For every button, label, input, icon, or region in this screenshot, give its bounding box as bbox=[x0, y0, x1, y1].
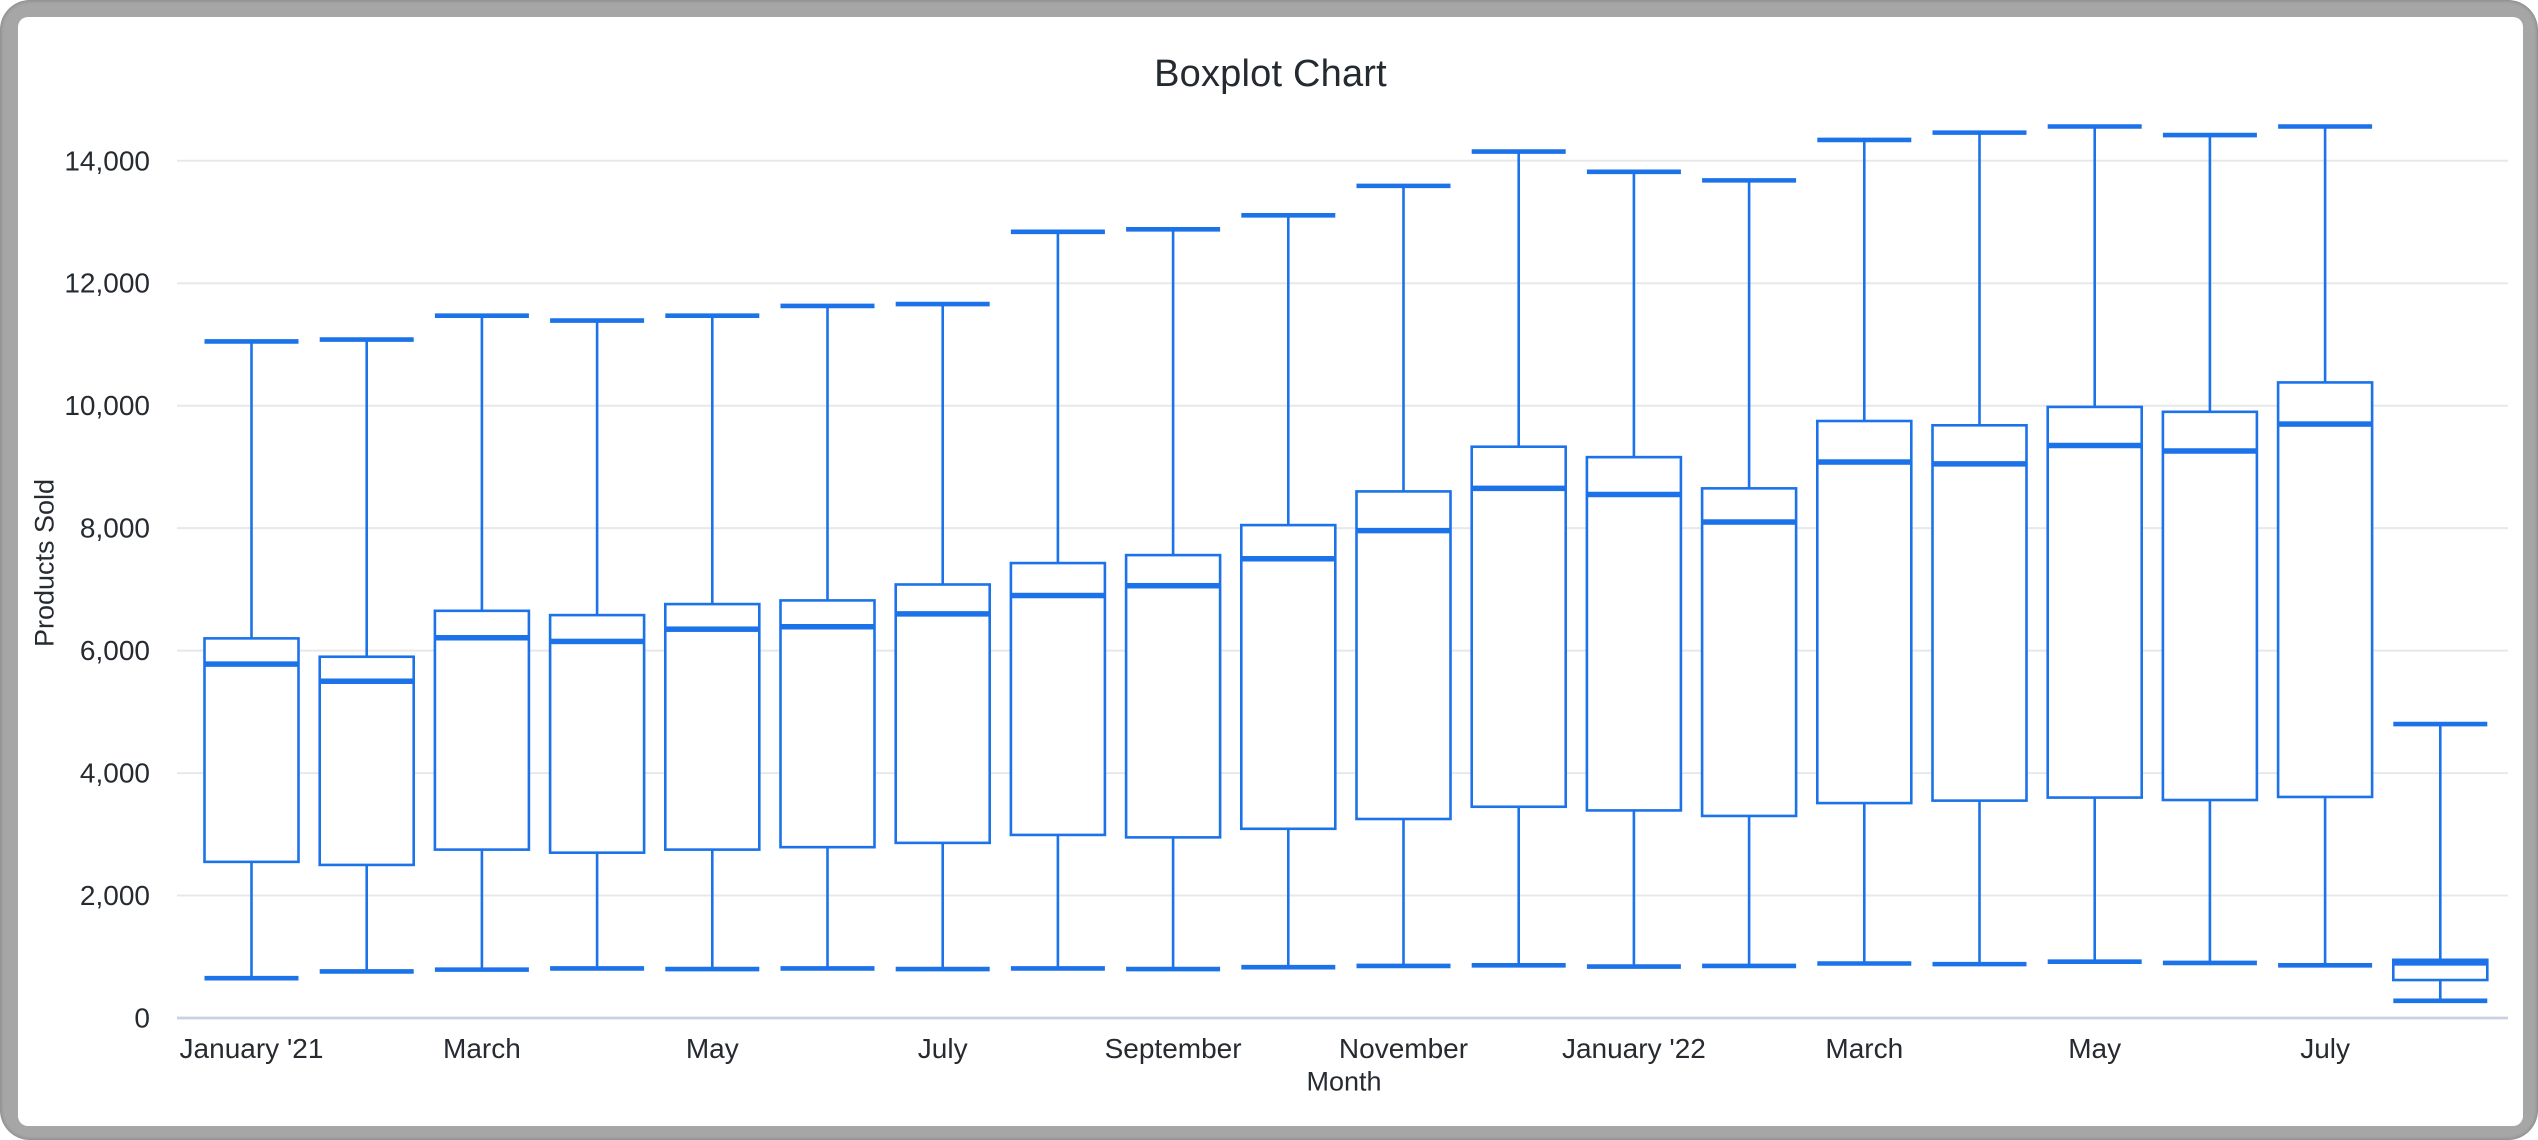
iqr-box bbox=[548, 613, 646, 854]
y-axis-tick-label: 2,000 bbox=[80, 880, 150, 911]
x-axis-tick-label: July bbox=[918, 1033, 968, 1064]
iqr-box bbox=[1124, 553, 1222, 839]
x-axis-tick-label: May bbox=[686, 1033, 739, 1064]
median-line bbox=[2393, 960, 2488, 966]
x-axis-tick-label: May bbox=[2068, 1033, 2121, 1064]
boxplot-april-22[interactable] bbox=[1931, 130, 2028, 967]
median-line bbox=[550, 638, 645, 645]
median-line bbox=[434, 635, 529, 641]
iqr-box bbox=[318, 655, 416, 867]
boxplot-september-21[interactable] bbox=[1124, 227, 1222, 972]
median-line bbox=[2047, 442, 2142, 449]
iqr-box bbox=[1009, 561, 1107, 837]
x-axis-tick-label: September bbox=[1105, 1033, 1242, 1064]
boxplot-october-21[interactable] bbox=[1240, 212, 1337, 970]
boxplot-july-21[interactable] bbox=[894, 301, 992, 972]
boxplot-december-21[interactable] bbox=[1470, 149, 1567, 968]
median-line bbox=[1817, 459, 1912, 465]
iqr-box bbox=[1700, 487, 1798, 818]
boxplot-may-21[interactable] bbox=[663, 313, 761, 972]
boxplot-august-21[interactable] bbox=[1009, 229, 1107, 971]
x-axis-tick-label: March bbox=[1825, 1033, 1903, 1064]
iqr-box bbox=[433, 609, 531, 851]
iqr-box bbox=[1240, 523, 1337, 831]
median-line bbox=[1010, 592, 1105, 599]
boxplot-february-21[interactable] bbox=[318, 337, 416, 974]
median-line bbox=[1356, 527, 1451, 534]
y-axis-tick-label: 4,000 bbox=[80, 758, 150, 789]
boxplot-june-22[interactable] bbox=[2161, 132, 2259, 966]
y-axis-tick-label: 6,000 bbox=[80, 635, 150, 666]
x-axis-tick-label: November bbox=[1339, 1033, 1468, 1064]
boxplot-august-22[interactable] bbox=[2392, 721, 2489, 1004]
iqr-box bbox=[663, 602, 761, 851]
median-line bbox=[1586, 491, 1681, 498]
median-line bbox=[780, 623, 875, 630]
iqr-box bbox=[203, 637, 300, 864]
boxplot-march-22[interactable] bbox=[1816, 137, 1913, 966]
iqr-box bbox=[2276, 381, 2374, 799]
boxplot-june-21[interactable] bbox=[779, 303, 876, 971]
median-line bbox=[1241, 556, 1336, 562]
median-line bbox=[665, 626, 760, 632]
iqr-box bbox=[779, 599, 876, 849]
y-axis-title: Products Sold bbox=[29, 478, 60, 648]
x-axis-title: Month bbox=[1306, 1066, 1382, 1097]
x-axis-tick-label: July bbox=[2300, 1033, 2350, 1064]
x-axis-tick-label: January '22 bbox=[1562, 1033, 1706, 1064]
median-line bbox=[319, 678, 414, 684]
iqr-box bbox=[2161, 410, 2259, 802]
median-line bbox=[204, 661, 299, 667]
median-line bbox=[2162, 448, 2257, 454]
median-line bbox=[1702, 519, 1797, 525]
x-axis-tick-label: January '21 bbox=[180, 1033, 324, 1064]
iqr-box bbox=[1816, 419, 1913, 805]
y-axis-tick-label: 10,000 bbox=[64, 390, 150, 421]
boxplot-february-22[interactable] bbox=[1700, 178, 1798, 969]
boxplot-november-21[interactable] bbox=[1355, 183, 1452, 969]
boxplot-january-21[interactable] bbox=[203, 339, 300, 981]
iqr-box bbox=[894, 583, 992, 845]
median-line bbox=[1126, 582, 1221, 589]
iqr-box bbox=[1470, 445, 1567, 809]
iqr-box bbox=[1931, 423, 2028, 802]
boxplot-january-22[interactable] bbox=[1585, 169, 1683, 969]
iqr-box bbox=[1585, 455, 1683, 812]
iqr-box bbox=[1355, 490, 1452, 821]
x-axis-tick-label: March bbox=[443, 1033, 521, 1064]
y-axis-tick-label: 0 bbox=[134, 1003, 150, 1034]
y-axis-tick-label: 8,000 bbox=[80, 513, 150, 544]
chart-title: Boxplot Chart bbox=[1154, 53, 1387, 95]
median-line bbox=[1932, 461, 2027, 467]
median-line bbox=[895, 611, 990, 617]
boxplot-march-21[interactable] bbox=[433, 313, 531, 972]
boxplot-july-22[interactable] bbox=[2276, 124, 2374, 968]
median-line bbox=[1471, 485, 1566, 492]
y-axis-tick-label: 12,000 bbox=[64, 268, 150, 299]
y-axis-tick-label: 14,000 bbox=[64, 145, 150, 176]
iqr-box bbox=[2046, 405, 2143, 799]
boxplot-april-21[interactable] bbox=[548, 318, 646, 971]
boxplot-may-22[interactable] bbox=[2046, 124, 2143, 964]
median-line bbox=[2278, 421, 2373, 427]
